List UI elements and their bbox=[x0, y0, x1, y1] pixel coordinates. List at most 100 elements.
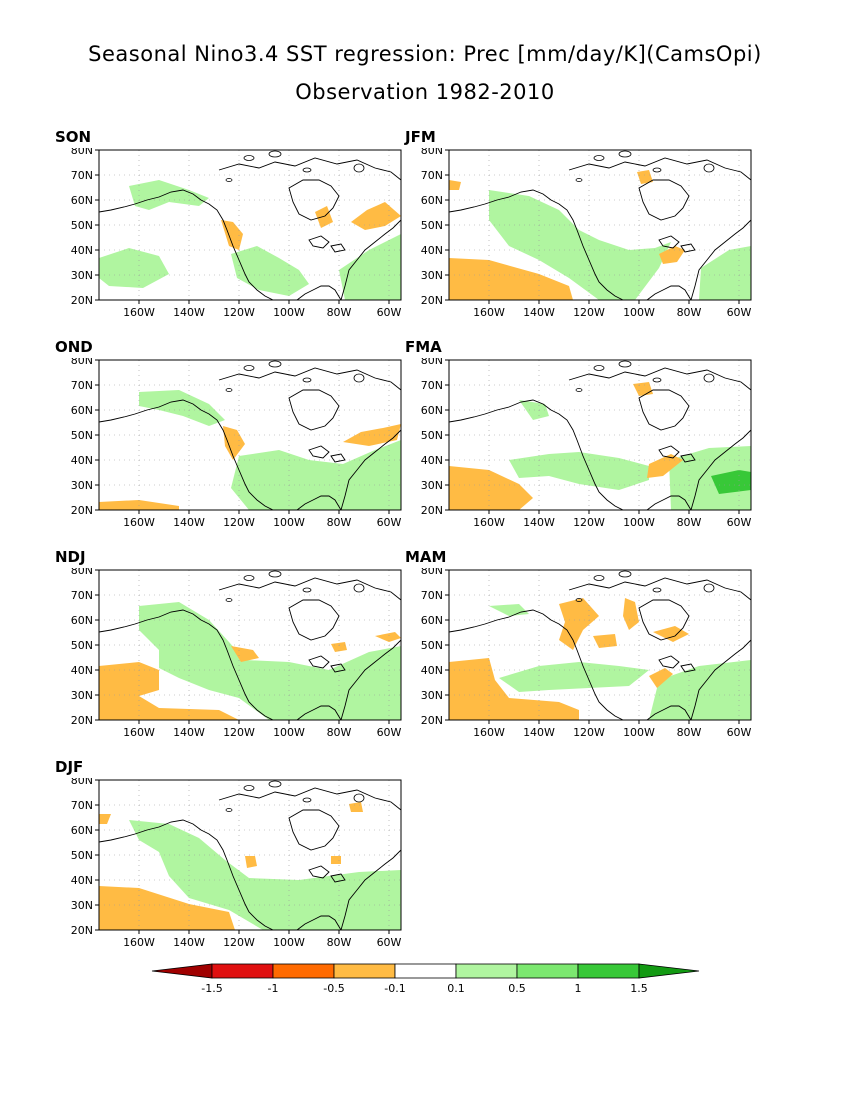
island-outline bbox=[243, 155, 255, 161]
lat-label: 30N bbox=[421, 479, 443, 492]
colorbar-label: 1.5 bbox=[630, 982, 648, 995]
lat-label: 70N bbox=[421, 589, 443, 602]
lon-label: 120W bbox=[573, 516, 605, 529]
lat-label: 40N bbox=[71, 454, 93, 467]
colorbar-label: 1 bbox=[575, 982, 582, 995]
coastline bbox=[568, 577, 752, 601]
lon-label: 60W bbox=[727, 726, 752, 739]
lon-label: 60W bbox=[377, 726, 402, 739]
panel-title: OND bbox=[55, 338, 93, 356]
negative-anomaly-region bbox=[343, 424, 401, 446]
island-outline bbox=[593, 155, 605, 161]
lon-label: 140W bbox=[173, 306, 205, 319]
map-panel-son: SON 80N 70N 60N 50N 40N 30N 20N 160W 140W 120W 100W… bbox=[55, 128, 415, 328]
colorbar-swatch bbox=[394, 963, 457, 979]
lon-label: 140W bbox=[173, 936, 205, 949]
island-outline bbox=[302, 377, 312, 383]
lon-label: 120W bbox=[223, 726, 255, 739]
figure-subtitle: Observation 1982-2010 bbox=[295, 80, 555, 104]
colorbar-swatch bbox=[516, 963, 579, 979]
negative-anomaly-region bbox=[593, 634, 617, 648]
negative-anomaly-region bbox=[231, 646, 259, 662]
positive-anomaly-region bbox=[499, 662, 649, 692]
island-outline bbox=[703, 163, 715, 173]
coastline bbox=[288, 809, 340, 851]
colorbar-max-arrow bbox=[638, 963, 700, 979]
colorbar-swatch bbox=[577, 963, 640, 979]
coastline bbox=[690, 639, 752, 721]
lon-label: 100W bbox=[273, 516, 305, 529]
lat-label: 20N bbox=[421, 714, 443, 727]
map-panel-ndj: NDJ 80N 70N 60N 50N 40N 30N 20N 160W 140W 120W 100W… bbox=[55, 548, 415, 748]
lat-label: 50N bbox=[71, 639, 93, 652]
negative-anomaly-region bbox=[637, 170, 653, 184]
panel-title: NDJ bbox=[55, 548, 86, 566]
colorbar-min-arrow bbox=[151, 963, 213, 979]
lat-label: 40N bbox=[71, 874, 93, 887]
colorbar-swatch bbox=[211, 963, 274, 979]
coastline bbox=[646, 705, 692, 721]
map-panel-jfm: JFM 80N 70N 60N 50N 40N 30N 20N 160W 140W 120W 100W… bbox=[405, 128, 765, 328]
lon-label: 100W bbox=[273, 306, 305, 319]
lon-label: 140W bbox=[523, 306, 555, 319]
negative-anomaly-region bbox=[659, 246, 685, 264]
lat-label: 80N bbox=[421, 568, 443, 577]
lon-label: 100W bbox=[623, 726, 655, 739]
island-outline bbox=[652, 167, 662, 173]
coastline bbox=[98, 609, 274, 721]
lon-label: 80W bbox=[327, 726, 352, 739]
lon-label: 160W bbox=[123, 726, 155, 739]
negative-anomaly-region bbox=[349, 802, 363, 812]
positive-anomaly-region bbox=[339, 234, 401, 300]
lat-label: 80N bbox=[71, 778, 93, 787]
lat-label: 20N bbox=[421, 294, 443, 307]
island-outline bbox=[652, 377, 662, 383]
negative-anomaly-region bbox=[99, 814, 111, 824]
negative-anomaly-region bbox=[375, 632, 401, 642]
colorbar-label: -1.5 bbox=[201, 982, 222, 995]
island-outline bbox=[243, 365, 255, 371]
lon-label: 60W bbox=[377, 936, 402, 949]
map: 80N 70N 60N 50N 40N 30N 20N 160W 140W 120W 100W 80W… bbox=[421, 148, 752, 319]
coastline bbox=[340, 849, 402, 931]
lat-label: 30N bbox=[71, 269, 93, 282]
positive-anomaly-region bbox=[509, 452, 649, 490]
lat-label: 80N bbox=[71, 358, 93, 367]
coastline bbox=[98, 819, 274, 931]
lon-label: 160W bbox=[123, 516, 155, 529]
lon-label: 160W bbox=[473, 306, 505, 319]
lon-label: 120W bbox=[573, 726, 605, 739]
negative-anomaly-region bbox=[449, 658, 579, 720]
island-outline bbox=[225, 178, 233, 182]
lat-label: 20N bbox=[421, 504, 443, 517]
coastline bbox=[296, 285, 342, 301]
lon-label: 100W bbox=[273, 936, 305, 949]
coastline bbox=[308, 235, 346, 253]
lon-label: 80W bbox=[327, 936, 352, 949]
negative-anomaly-region bbox=[331, 856, 341, 864]
island-outline bbox=[703, 373, 715, 383]
lon-label: 160W bbox=[123, 936, 155, 949]
island-outline bbox=[703, 583, 715, 593]
lon-label: 140W bbox=[523, 726, 555, 739]
lon-label: 60W bbox=[377, 306, 402, 319]
negative-anomaly-region bbox=[351, 202, 401, 230]
lon-label: 120W bbox=[573, 306, 605, 319]
negative-anomaly-region bbox=[223, 426, 245, 460]
island-outline bbox=[618, 150, 632, 158]
colorbar-swatch bbox=[272, 963, 335, 979]
colorbar-label: -0.5 bbox=[323, 982, 344, 995]
panel-title: FMA bbox=[405, 338, 442, 356]
negative-anomaly-region bbox=[221, 220, 243, 250]
map-panel-ond: OND 80N 70N 60N 50N 40N 30N 20N 160W 140W 120W 100W… bbox=[55, 338, 415, 538]
lat-label: 30N bbox=[71, 899, 93, 912]
lat-label: 70N bbox=[71, 799, 93, 812]
island-outline bbox=[302, 797, 312, 803]
coastline bbox=[448, 609, 624, 721]
coastline bbox=[658, 445, 696, 463]
colorbar: -1.5 -1 -0.5 -0.1 0.1 0.5 1 1.5 bbox=[151, 963, 700, 995]
map: 80N 70N 60N 50N 40N 30N 20N 160W 140W 120W 100W 80W… bbox=[421, 358, 752, 529]
coastline bbox=[658, 235, 696, 253]
lat-label: 70N bbox=[71, 589, 93, 602]
lat-label: 30N bbox=[71, 689, 93, 702]
